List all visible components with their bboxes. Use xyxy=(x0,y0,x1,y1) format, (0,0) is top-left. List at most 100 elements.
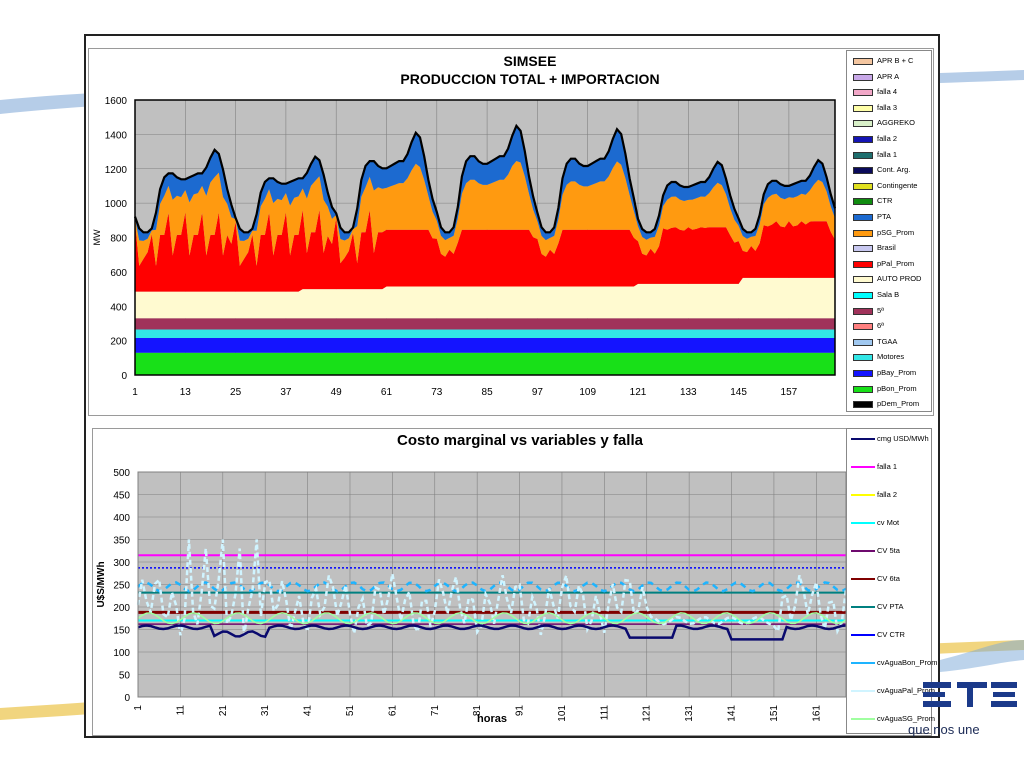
legend-item: falla 1 xyxy=(847,461,933,476)
legend-label: falla 4 xyxy=(877,87,898,97)
legend-swatch xyxy=(851,522,875,524)
area-psgprom xyxy=(135,161,835,266)
x-tick-label: 101 xyxy=(557,705,568,722)
y-tick-label: 50 xyxy=(119,671,131,682)
area-ppalprom xyxy=(135,210,835,292)
legend-item: AGGREKO xyxy=(847,117,933,132)
legend-label: TGAA xyxy=(877,336,898,346)
legend-item: AUTO PROD xyxy=(847,273,933,288)
legend-label: CV 5ta xyxy=(877,546,900,555)
x-tick-label: 85 xyxy=(482,387,494,398)
legend-swatch xyxy=(851,606,875,608)
x-tick-label: 111 xyxy=(599,705,610,721)
line-cvaguasg-prom xyxy=(137,612,847,625)
x-tick-label: 157 xyxy=(781,387,798,398)
x-tick-label: 81 xyxy=(472,705,483,717)
legend-swatch xyxy=(853,354,873,362)
legend-swatch xyxy=(851,662,875,664)
legend-label: cvAguaPal_Prom xyxy=(877,686,935,695)
x-tick-label: 13 xyxy=(180,387,192,398)
legend-swatch xyxy=(853,338,873,346)
legend-label: CV PTA xyxy=(877,602,904,611)
legend-swatch xyxy=(853,370,873,377)
production-chart-title: SIMSEE xyxy=(503,53,557,69)
legend-item: pBay_Prom xyxy=(847,367,933,382)
legend-swatch xyxy=(853,89,873,97)
legend-swatch xyxy=(853,245,873,253)
y-tick-label: 200 xyxy=(110,337,127,348)
x-axis-label: horas xyxy=(477,713,507,725)
production-legend: APR B + C APR A falla 4 falla 3 AGGREKO falla… xyxy=(846,50,932,412)
line-pdem-prom xyxy=(133,123,837,234)
x-tick-label: 61 xyxy=(381,387,393,398)
legend-item: pPal_Prom xyxy=(847,258,933,273)
legend-item: CV 6ta xyxy=(847,573,933,588)
y-tick-label: 1400 xyxy=(105,130,128,141)
y-tick-label: 450 xyxy=(113,491,130,502)
legend-item: pDem_Prom xyxy=(847,398,933,413)
legend-swatch xyxy=(853,73,873,81)
y-tick-label: 300 xyxy=(113,558,130,569)
plot-border xyxy=(134,99,836,376)
legend-item: TGAA xyxy=(847,336,933,351)
legend-label: pSG_Prom xyxy=(877,227,915,237)
legend-swatch xyxy=(853,214,873,221)
legend-label: falla 1 xyxy=(877,462,898,471)
legend-label: pDem_Prom xyxy=(877,399,920,409)
legend-swatch xyxy=(853,167,873,175)
brand-logo xyxy=(923,682,1017,707)
legend-item: CV PTA xyxy=(847,601,933,616)
legend-label: CV CTR xyxy=(877,630,905,639)
legend-swatch xyxy=(851,438,875,440)
x-tick-label: 21 xyxy=(218,705,229,717)
area-5 xyxy=(135,318,835,330)
background-swoosh-right xyxy=(940,640,1024,672)
x-tick-label: 1 xyxy=(132,387,138,398)
legend-item: cvAguaBon_Prom xyxy=(847,657,937,672)
legend-swatch xyxy=(853,292,873,299)
legend-swatch xyxy=(853,401,873,409)
legend-item: CV 5ta xyxy=(847,545,933,560)
x-tick-label: 91 xyxy=(515,705,526,717)
legend-item: Brasil xyxy=(847,242,933,257)
legend-item: cvAguaSG_Prom xyxy=(847,713,935,728)
y-tick-label: 250 xyxy=(113,581,130,592)
legend-item: falla 2 xyxy=(847,133,933,148)
y-axis-label: U$S/MWh xyxy=(96,561,107,607)
legend-label: pPal_Prom xyxy=(877,258,915,268)
legend-swatch xyxy=(853,385,873,393)
legend-item: Motores xyxy=(847,351,933,366)
legend-swatch xyxy=(853,276,873,284)
area-autoprod xyxy=(135,277,835,319)
x-tick-label: 71 xyxy=(430,705,441,717)
legend-item: falla 3 xyxy=(847,102,933,117)
legend-label: Contingente xyxy=(877,180,918,190)
area-pbayprom xyxy=(135,338,835,353)
production-chart-subtitle: PRODUCCION TOTAL + IMPORTACION xyxy=(400,71,660,87)
x-tick-label: 97 xyxy=(532,387,544,398)
legend-item: 5ª xyxy=(847,305,933,320)
legend-label: cmg USD/MWh xyxy=(877,434,929,443)
legend-label: Cont. Arg. xyxy=(877,165,911,175)
legend-label: cvAguaSG_Prom xyxy=(877,714,935,723)
x-tick-label: 49 xyxy=(331,387,343,398)
x-tick-label: 41 xyxy=(303,705,314,717)
legend-swatch xyxy=(851,578,875,580)
line-cvaguabon-prom xyxy=(137,581,847,593)
x-tick-label: 145 xyxy=(730,387,747,398)
y-axis-label: MW xyxy=(92,229,102,245)
x-tick-label: 131 xyxy=(684,705,695,722)
x-tick-label: 31 xyxy=(260,705,271,717)
legend-swatch xyxy=(853,260,873,268)
legend-swatch xyxy=(853,120,873,128)
legend-label: AUTO PROD xyxy=(877,274,922,284)
legend-label: falla 2 xyxy=(877,134,898,143)
legend-label: APR B + C xyxy=(877,56,914,65)
y-tick-label: 0 xyxy=(124,693,130,704)
x-tick-label: 161 xyxy=(811,705,822,722)
legend-swatch xyxy=(851,690,875,692)
legend-label: falla 2 xyxy=(877,490,898,499)
legend-item: pBon_Prom xyxy=(847,383,933,398)
legend-swatch xyxy=(853,323,873,331)
